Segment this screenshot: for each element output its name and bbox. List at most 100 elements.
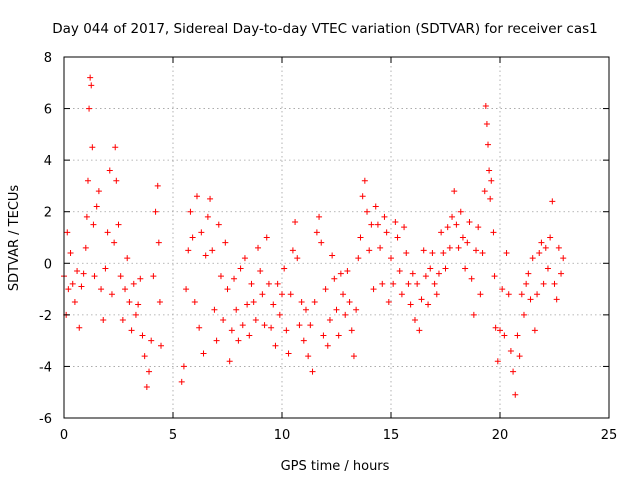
data-point — [268, 324, 275, 331]
data-point — [485, 141, 492, 148]
data-point — [374, 221, 381, 228]
data-point — [90, 221, 97, 228]
data-point — [135, 301, 142, 308]
data-point — [311, 298, 318, 305]
y-axis-label: SDTVAR / TECUs — [7, 185, 22, 292]
data-point — [148, 337, 155, 344]
data-point — [383, 229, 390, 236]
data-point — [479, 249, 486, 256]
data-point — [379, 280, 386, 287]
data-point — [344, 268, 351, 275]
data-point — [298, 298, 305, 305]
data-point — [233, 306, 240, 313]
data-point — [193, 193, 200, 200]
data-point — [252, 317, 259, 324]
data-point — [357, 234, 364, 241]
data-point — [255, 244, 262, 251]
y-tick-label: -6 — [39, 412, 52, 427]
data-point — [490, 229, 497, 236]
data-point — [202, 252, 209, 259]
data-point — [425, 301, 432, 308]
y-tick-label: 6 — [44, 103, 52, 118]
data-point — [446, 244, 453, 251]
data-point — [440, 249, 447, 256]
data-point — [407, 301, 414, 308]
data-point — [523, 280, 530, 287]
data-point — [65, 286, 72, 293]
data-point — [302, 306, 309, 313]
data-point — [261, 322, 268, 329]
data-point — [326, 317, 333, 324]
data-point — [405, 280, 412, 287]
data-point — [370, 286, 377, 293]
data-point — [100, 317, 107, 324]
data-point — [459, 234, 466, 241]
data-point — [520, 311, 527, 318]
data-point — [89, 144, 96, 151]
data-point — [429, 249, 436, 256]
data-point — [235, 337, 242, 344]
data-point — [95, 188, 102, 195]
y-tick-label: 2 — [44, 206, 52, 221]
x-tick-label: 15 — [383, 428, 400, 443]
data-point — [409, 270, 416, 277]
data-point — [355, 255, 362, 262]
data-point — [86, 105, 93, 112]
data-point — [154, 182, 161, 189]
data-point — [547, 234, 554, 241]
data-point — [178, 378, 185, 385]
data-point — [241, 255, 248, 262]
data-point — [115, 221, 122, 228]
data-point — [91, 273, 98, 280]
data-point — [209, 247, 216, 254]
data-point — [394, 234, 401, 241]
y-tick-label: 8 — [44, 51, 52, 66]
data-point — [414, 280, 421, 287]
data-point — [82, 244, 89, 251]
data-point — [220, 317, 227, 324]
data-point — [318, 239, 325, 246]
data-point — [287, 291, 294, 298]
data-point — [139, 332, 146, 339]
data-point — [279, 291, 285, 298]
data-point — [222, 239, 229, 246]
y-tick-labels: -6 -4 -2 0 2 4 6 8 — [39, 51, 52, 427]
data-point — [494, 358, 501, 365]
x-tick-label: 5 — [169, 428, 177, 443]
data-point — [534, 291, 541, 298]
data-point — [503, 249, 510, 256]
plot-frame — [63, 56, 610, 419]
data-point — [368, 221, 375, 228]
data-point — [444, 224, 451, 231]
data-point — [361, 177, 368, 184]
data-point — [337, 270, 344, 277]
x-axis-label: GPS time / hours — [281, 459, 390, 474]
data-point — [350, 353, 357, 360]
data-point — [364, 208, 371, 215]
data-point — [501, 332, 508, 339]
data-point — [512, 391, 519, 398]
data-point — [305, 353, 312, 360]
data-point — [531, 327, 538, 334]
data-point — [486, 167, 493, 174]
data-point — [329, 252, 336, 259]
x-tick-label: 10 — [274, 428, 291, 443]
data-point — [390, 280, 397, 287]
data-point — [88, 82, 95, 89]
data-point — [146, 368, 153, 375]
data-point — [438, 229, 445, 236]
data-point — [294, 255, 301, 262]
data-point — [457, 208, 464, 215]
data-point — [200, 350, 207, 357]
data-point — [289, 247, 296, 254]
data-point — [385, 298, 392, 305]
data-point — [292, 219, 299, 226]
data-point — [433, 291, 440, 298]
data-point — [353, 306, 360, 313]
data-point — [505, 291, 512, 298]
data-point — [348, 327, 355, 334]
data-point — [106, 167, 113, 174]
data-point — [346, 298, 353, 305]
y-tick-label: 0 — [44, 257, 52, 272]
data-point — [158, 342, 165, 349]
